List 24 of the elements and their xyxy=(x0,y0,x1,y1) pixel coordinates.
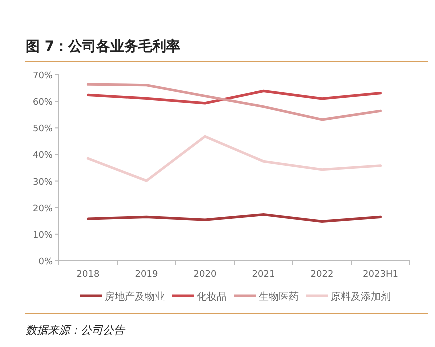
x-tick-label: 2020 xyxy=(194,270,217,280)
legend-label: 化妆品 xyxy=(197,291,227,303)
y-tick-label: 50% xyxy=(32,124,54,135)
line-series xyxy=(86,135,382,182)
y-tick-label: 10% xyxy=(32,230,54,241)
x-tick-label: 2022 xyxy=(310,270,334,280)
line-series xyxy=(86,90,382,105)
source-note: 数据来源：公司公告 xyxy=(26,324,126,337)
line-series xyxy=(86,83,382,122)
x-tick-label: 2019 xyxy=(135,270,158,280)
x-tick-label: 2018 xyxy=(76,270,100,280)
y-tick-label: 40% xyxy=(32,151,54,162)
y-tick-label: 30% xyxy=(32,178,54,188)
chart-title: 图 7：公司各业务毛利率 xyxy=(26,38,181,55)
line-series xyxy=(86,213,382,223)
y-tick-label: 0% xyxy=(38,258,54,268)
legend-label: 房地产及物业 xyxy=(105,291,165,303)
y-tick-label: 70% xyxy=(32,72,54,82)
legend-label: 原料及添加剂 xyxy=(331,291,391,303)
y-tick-label: 60% xyxy=(32,98,54,108)
x-tick-label: 2021 xyxy=(252,270,276,280)
legend-label: 生物医药 xyxy=(259,291,299,303)
x-tick-label: 2023H1 xyxy=(363,270,398,280)
y-tick-label: 20% xyxy=(32,204,54,214)
